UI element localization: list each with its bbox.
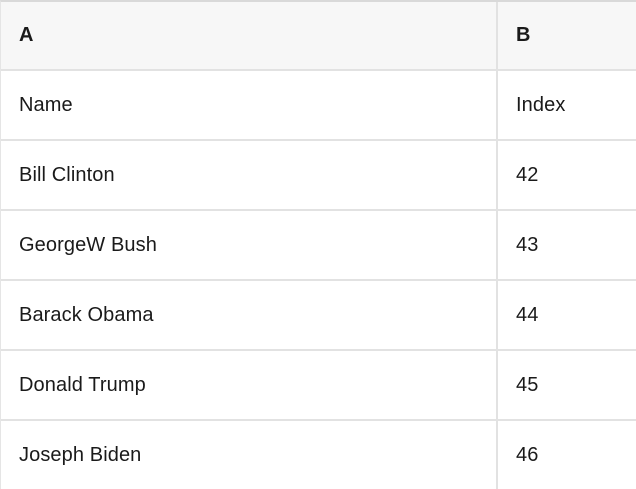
table-row: Bill Clinton 42	[1, 141, 636, 211]
cell-A4[interactable]: Barack Obama	[19, 303, 154, 326]
cell-B6[interactable]: 46	[496, 421, 636, 489]
cell-B2[interactable]: 42	[496, 141, 636, 209]
column-header-a[interactable]: A	[19, 24, 34, 46]
cell-A6[interactable]: Joseph Biden	[19, 443, 142, 466]
cell-B3[interactable]: 43	[496, 211, 636, 279]
table-row: Barack Obama 44	[1, 281, 636, 351]
column-header-row: A B	[1, 2, 636, 71]
table-row: Donald Trump 45	[1, 351, 636, 421]
table-row: Name Index	[1, 71, 636, 141]
cell-A2[interactable]: Bill Clinton	[19, 163, 115, 186]
cell-B4[interactable]: 44	[496, 281, 636, 349]
cell-B1[interactable]: Index	[496, 71, 636, 139]
cell-A5[interactable]: Donald Trump	[19, 373, 146, 396]
cell-A3[interactable]: GeorgeW Bush	[19, 233, 157, 256]
table-row: Joseph Biden 46	[1, 421, 636, 489]
column-header-b[interactable]: B	[496, 2, 636, 69]
cell-B5[interactable]: 45	[496, 351, 636, 419]
table-row: GeorgeW Bush 43	[1, 211, 636, 281]
cell-A1[interactable]: Name	[19, 93, 73, 116]
